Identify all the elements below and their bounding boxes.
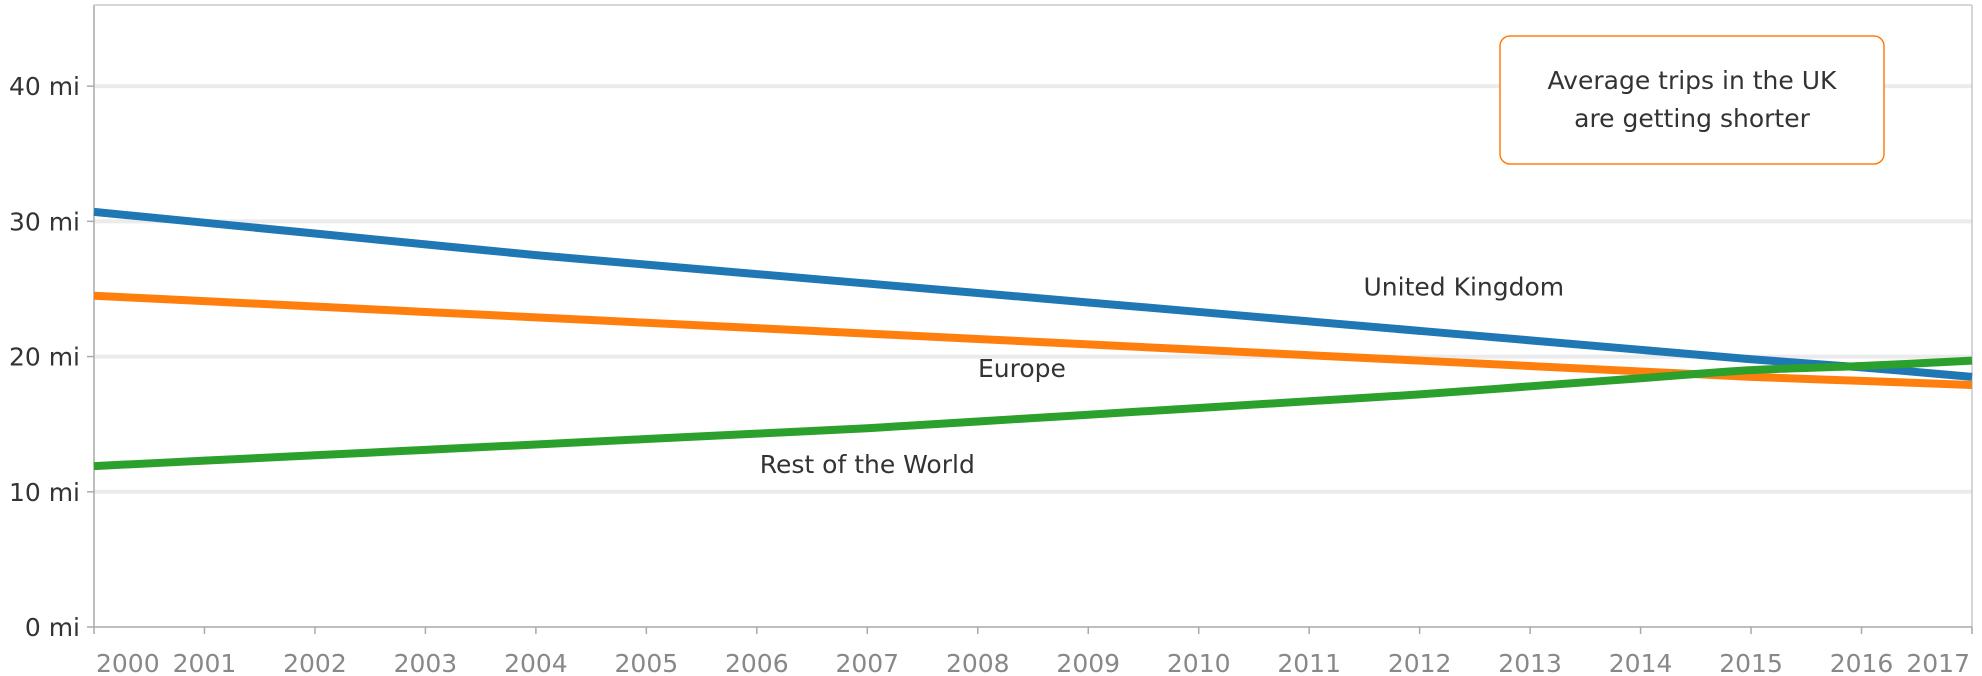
y-tick-label-10: 10 mi (9, 478, 80, 507)
x-tick-label-2017: 2017 (1906, 649, 1970, 676)
x-tick-label-2013: 2013 (1498, 649, 1562, 676)
x-tick-label-2016: 2016 (1830, 649, 1894, 676)
x-tick-label-2007: 2007 (835, 649, 899, 676)
x-tick-label-2002: 2002 (283, 649, 347, 676)
x-tick-label-2001: 2001 (173, 649, 237, 676)
y-tick-label-0: 0 mi (25, 613, 80, 642)
y-tick-label-40: 40 mi (9, 72, 80, 101)
y-tick-label-20: 20 mi (9, 343, 80, 372)
annotation-text-line-2: are getting shorter (1574, 104, 1810, 133)
series-line-europe (93, 291, 1973, 389)
annotation: Average trips in the UK are getting short… (1499, 35, 1885, 165)
series-lines (93, 207, 1973, 471)
annotation-box (1499, 35, 1885, 165)
x-tick-label-2011: 2011 (1277, 649, 1341, 676)
x-tick-label-2012: 2012 (1388, 649, 1452, 676)
x-tick-label-2004: 2004 (504, 649, 568, 676)
series-line-rest-of-the-world (93, 356, 1973, 471)
x-tick-label-2003: 2003 (394, 649, 458, 676)
series-labels: United Kingdom Europe Rest of the World (760, 273, 1564, 479)
series-label-rest-of-the-world: Rest of the World (760, 450, 975, 479)
x-tick-label-2010: 2010 (1167, 649, 1231, 676)
series-label-united-kingdom: United Kingdom (1363, 273, 1564, 302)
x-tick-label-2015: 2015 (1719, 649, 1783, 676)
x-tick-label-2014: 2014 (1609, 649, 1673, 676)
y-tick-label-30: 30 mi (9, 207, 80, 236)
x-tick-label-2005: 2005 (615, 649, 679, 676)
series-line-united-kingdom (93, 207, 1973, 381)
x-tick-label-2000: 2000 (96, 649, 160, 676)
axes (87, 4, 1973, 634)
series-label-europe: Europe (978, 354, 1066, 383)
annotation-text-line-1: Average trips in the UK (1548, 66, 1837, 95)
x-tick-label-2008: 2008 (946, 649, 1010, 676)
x-axis-tick-labels: 2000 2001 2002 2003 2004 2005 2006 2007 2008 2009… (96, 649, 1970, 676)
y-axis-tick-labels: 0 mi 10 mi 20 mi 30 mi 40 mi (9, 72, 80, 642)
x-tick-label-2009: 2009 (1056, 649, 1120, 676)
x-tick-label-2006: 2006 (725, 649, 789, 676)
